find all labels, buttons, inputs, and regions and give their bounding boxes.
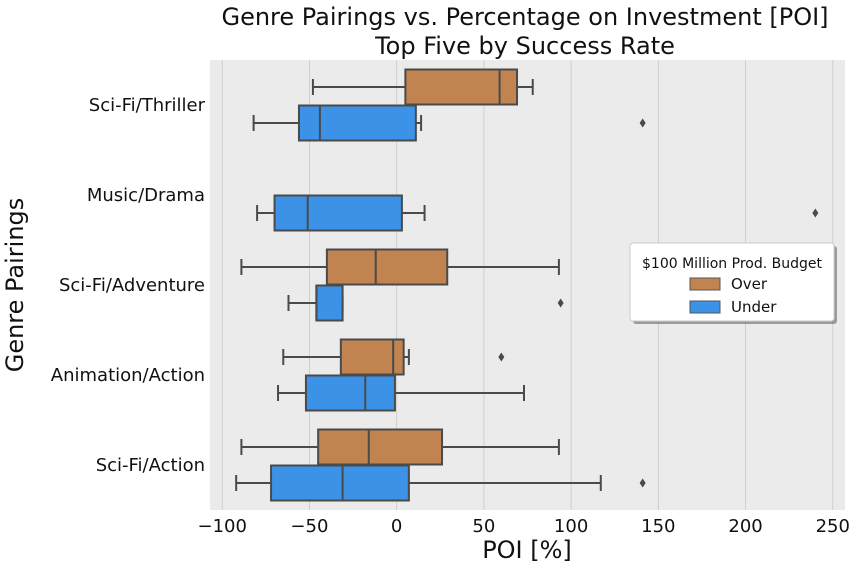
x-tick-label: −50: [290, 516, 328, 537]
outlier-point: [812, 208, 819, 218]
box-under: [235, 464, 646, 502]
outlier-point: [639, 478, 646, 488]
y-tick-label: Sci-Fi/Action: [96, 455, 205, 476]
legend-title: $100 Million Prod. Budget: [642, 256, 822, 272]
x-tick-label: 100: [554, 516, 588, 537]
box-iqr: [273, 194, 403, 232]
box-under: [277, 374, 526, 412]
legend-label-over: Over: [731, 275, 768, 293]
chart-title: Genre Pairings vs. Percentage on Investm…: [221, 3, 828, 31]
x-tick-label: −100: [197, 516, 246, 537]
outlier-point: [557, 298, 564, 308]
y-tick-label: Sci-Fi/Thriller: [89, 95, 206, 116]
x-tick-label: 250: [816, 516, 850, 537]
x-tick-label: 150: [641, 516, 675, 537]
outlier-point: [498, 352, 505, 362]
box-over: [240, 248, 560, 286]
y-tick-label: Music/Drama: [87, 185, 205, 206]
box-plots: [235, 68, 819, 502]
chart-subtitle: Top Five by Success Rate: [374, 32, 675, 60]
box-iqr: [317, 428, 444, 466]
legend-swatch-under: [689, 300, 721, 314]
y-tick-labels: Sci-Fi/Thriller Music/Drama Sci-Fi/Adventu…: [51, 95, 206, 476]
legend: $100 Million Prod. Budget Over Under: [629, 242, 837, 324]
x-tick-labels: −100 −50 0 50 100 150 200 250: [197, 516, 849, 537]
legend-swatch-over: [689, 277, 721, 291]
outlier-point: [639, 118, 646, 128]
legend-label-under: Under: [731, 298, 777, 316]
box-under: [287, 284, 564, 322]
y-tick-label: Sci-Fi/Adventure: [59, 275, 205, 296]
box-iqr: [325, 248, 449, 286]
x-axis-label: POI [%]: [482, 536, 572, 564]
box-over: [240, 428, 560, 466]
box-over: [311, 68, 534, 106]
box-iqr: [339, 338, 405, 376]
box-iqr: [297, 104, 417, 142]
x-tick-label: 0: [391, 516, 402, 537]
box-under: [256, 194, 819, 232]
x-tick-label: 50: [472, 516, 495, 537]
box-iqr: [404, 68, 519, 106]
box-iqr: [304, 374, 396, 412]
box-over: [282, 338, 505, 376]
x-tick-label: 200: [728, 516, 762, 537]
box-under: [252, 104, 646, 142]
box-iqr: [270, 464, 410, 502]
y-axis-label: Genre Pairings: [1, 198, 29, 373]
box-iqr: [315, 284, 344, 322]
y-tick-label: Animation/Action: [51, 365, 205, 386]
